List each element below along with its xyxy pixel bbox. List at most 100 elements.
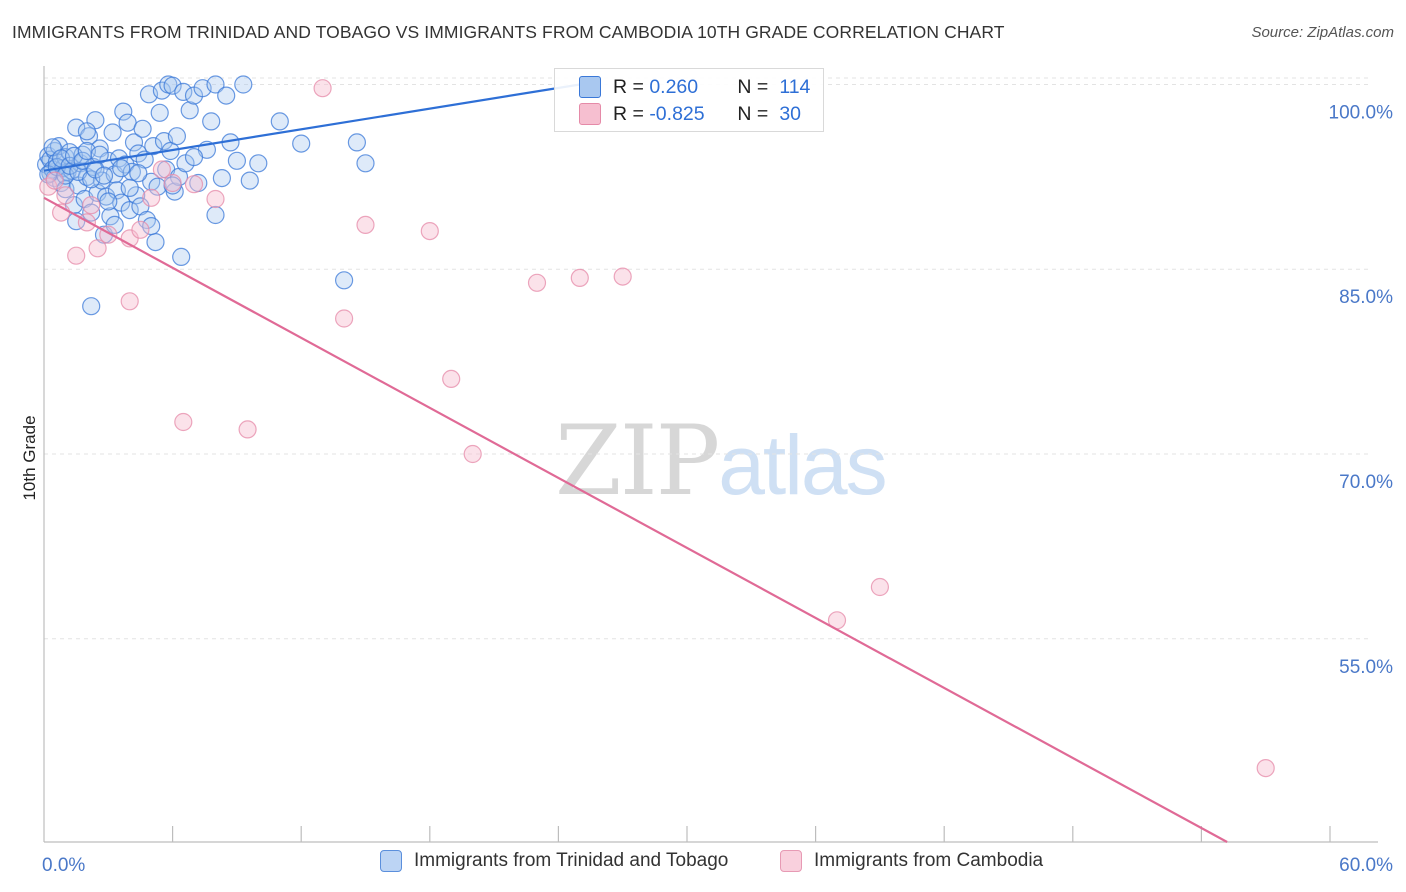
trinidad-point [180, 101, 199, 120]
x-tick-label: 0.0% [42, 855, 85, 876]
trinidad-point [94, 166, 114, 185]
stat-r-value: -0.825 [649, 102, 705, 125]
blue-swatch-icon [579, 76, 601, 98]
trinidad-point [217, 86, 236, 105]
stat-n-label: N = [737, 102, 769, 125]
y-tick-label: 85.0% [1339, 287, 1393, 308]
cambodia-trend-line [43, 196, 1228, 843]
trinidad-point [148, 177, 167, 196]
trinidad-point [240, 171, 259, 190]
trinidad-point [212, 169, 231, 188]
trinidad-point [133, 119, 152, 138]
cambodia-point [527, 273, 547, 292]
trinidad-point [129, 164, 148, 183]
legend-item-trinidad[interactable]: Immigrants from Trinidad and Tobago [380, 850, 728, 872]
trinidad-point [101, 207, 120, 226]
trinidad-point [174, 82, 193, 102]
watermark-atlas: atlas [718, 418, 887, 512]
pink-square-icon [780, 850, 802, 872]
cambodia-point [152, 160, 171, 179]
data-points [36, 75, 1275, 778]
stat-n-value: 114 [779, 75, 811, 98]
trinidad-point [90, 145, 109, 164]
cambodia-point [184, 175, 204, 194]
axes [43, 66, 1378, 843]
trinidad-point [347, 133, 366, 152]
cambodia-point [45, 171, 64, 190]
trinidad-point [82, 203, 101, 222]
stat-n-label: N = [737, 75, 769, 98]
cambodia-point [463, 444, 482, 464]
trinidad-point [249, 154, 268, 173]
trinidad-point [167, 127, 186, 146]
cambodia-point [82, 196, 101, 215]
trinidad-point [270, 112, 289, 131]
trend-lines [43, 83, 1228, 843]
trinidad-point [67, 118, 86, 137]
trinidad-point [124, 133, 144, 152]
blue-square-icon [380, 850, 402, 872]
trinidad-point [103, 123, 122, 142]
trinidad-trend-line [43, 83, 580, 172]
cambodia-point [442, 369, 461, 388]
trinidad-point [227, 151, 246, 170]
legend-label: Immigrants from Cambodia [814, 850, 1044, 871]
trinidad-point [112, 159, 131, 178]
x-tick-label: 60.0% [1339, 855, 1393, 876]
cambodia-point [570, 268, 589, 287]
cambodia-point [206, 189, 225, 209]
trinidad-point [144, 137, 163, 156]
grid-lines [44, 77, 1370, 640]
trinidad-point [356, 154, 375, 173]
trinidad-point [122, 162, 141, 181]
trinidad-point [146, 233, 165, 252]
trinidad-point [114, 102, 133, 121]
trinidad-point [150, 103, 169, 122]
cambodia-point [420, 222, 439, 241]
stat-row-pink: R = -0.825 N = 30 [579, 101, 801, 127]
cambodia-point [174, 412, 193, 432]
trinidad-point [202, 112, 221, 131]
cambodia-point [56, 186, 75, 205]
stat-row-blue: R = 0.260 N = 114 [579, 74, 810, 100]
trinidad-point [335, 271, 354, 290]
cambodia-point [120, 292, 139, 311]
trinidad-point [184, 148, 204, 167]
cambodia-point [88, 239, 107, 258]
trinidad-point [172, 247, 191, 266]
cambodia-point [613, 267, 632, 286]
trinidad-point [292, 134, 311, 153]
cambodia-point [163, 173, 182, 193]
stat-n-value: 30 [779, 102, 802, 125]
cambodia-point [313, 79, 332, 98]
watermark: ZIPatlas [555, 405, 888, 517]
trinidad-point [120, 178, 139, 197]
legend-item-cambodia[interactable]: Immigrants from Cambodia [780, 850, 1043, 872]
cambodia-point [356, 215, 375, 234]
y-tick-label: 70.0% [1339, 472, 1393, 493]
trinidad-point [99, 192, 118, 211]
cambodia-point [335, 309, 354, 328]
stat-r-value: 0.260 [649, 75, 699, 98]
source-credit: Source: ZipAtlas.com [1251, 24, 1394, 41]
trinidad-point [142, 217, 161, 236]
y-tick-label: 55.0% [1339, 657, 1393, 678]
trinidad-point [82, 297, 101, 316]
cambodia-point [67, 246, 86, 265]
cambodia-point [870, 577, 890, 597]
trinidad-point [206, 205, 225, 225]
cambodia-point [1256, 758, 1275, 778]
watermark-zip: ZIP [555, 405, 720, 517]
stat-r-label: R = [613, 102, 644, 125]
cambodia-point [142, 188, 161, 207]
legend-label: Immigrants from Trinidad and Tobago [414, 850, 729, 871]
trinidad-point [77, 122, 97, 141]
correlation-legend-box: R = 0.260 N = 114 R = -0.825 N = 30 [554, 68, 824, 132]
trinidad-point [234, 75, 253, 94]
trinidad-point [163, 76, 182, 95]
trinidad-point [105, 215, 124, 234]
stat-r-label: R = [613, 75, 644, 98]
trinidad-point [206, 75, 225, 94]
tick-labels: 55.0% 70.0% 85.0% 100.0% 0.0% 60.0% [42, 102, 1393, 876]
